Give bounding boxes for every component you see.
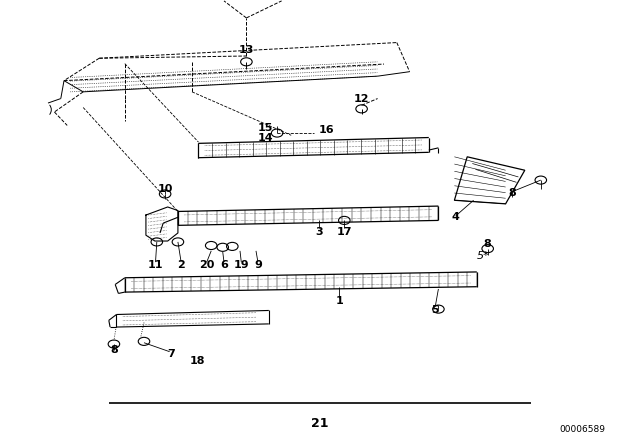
Text: 2: 2 [177, 260, 185, 270]
Text: 1: 1 [335, 296, 343, 306]
Text: 16: 16 [319, 125, 334, 135]
Text: 11: 11 [148, 260, 163, 270]
Text: 8: 8 [484, 239, 492, 249]
Text: 3: 3 [315, 227, 323, 237]
Text: 19: 19 [234, 260, 249, 270]
Text: 5: 5 [431, 305, 439, 315]
Text: 8: 8 [110, 345, 118, 355]
Text: 13: 13 [239, 45, 254, 55]
Text: 17: 17 [337, 227, 352, 237]
Text: 8: 8 [508, 188, 516, 198]
Text: 18: 18 [189, 356, 205, 366]
Text: 6: 6 [220, 260, 228, 270]
Text: 20: 20 [199, 260, 214, 270]
Text: 12: 12 [354, 95, 369, 104]
Text: 5*: 5* [477, 251, 490, 261]
Text: 10: 10 [157, 184, 173, 194]
Text: 21: 21 [311, 417, 329, 430]
Text: 00006589: 00006589 [559, 425, 605, 434]
Text: 4: 4 [452, 212, 460, 222]
Text: 15: 15 [258, 123, 273, 133]
Text: 7: 7 [168, 349, 175, 359]
Polygon shape [454, 157, 525, 204]
Text: 14: 14 [258, 133, 273, 142]
Text: 9: 9 [254, 260, 262, 270]
